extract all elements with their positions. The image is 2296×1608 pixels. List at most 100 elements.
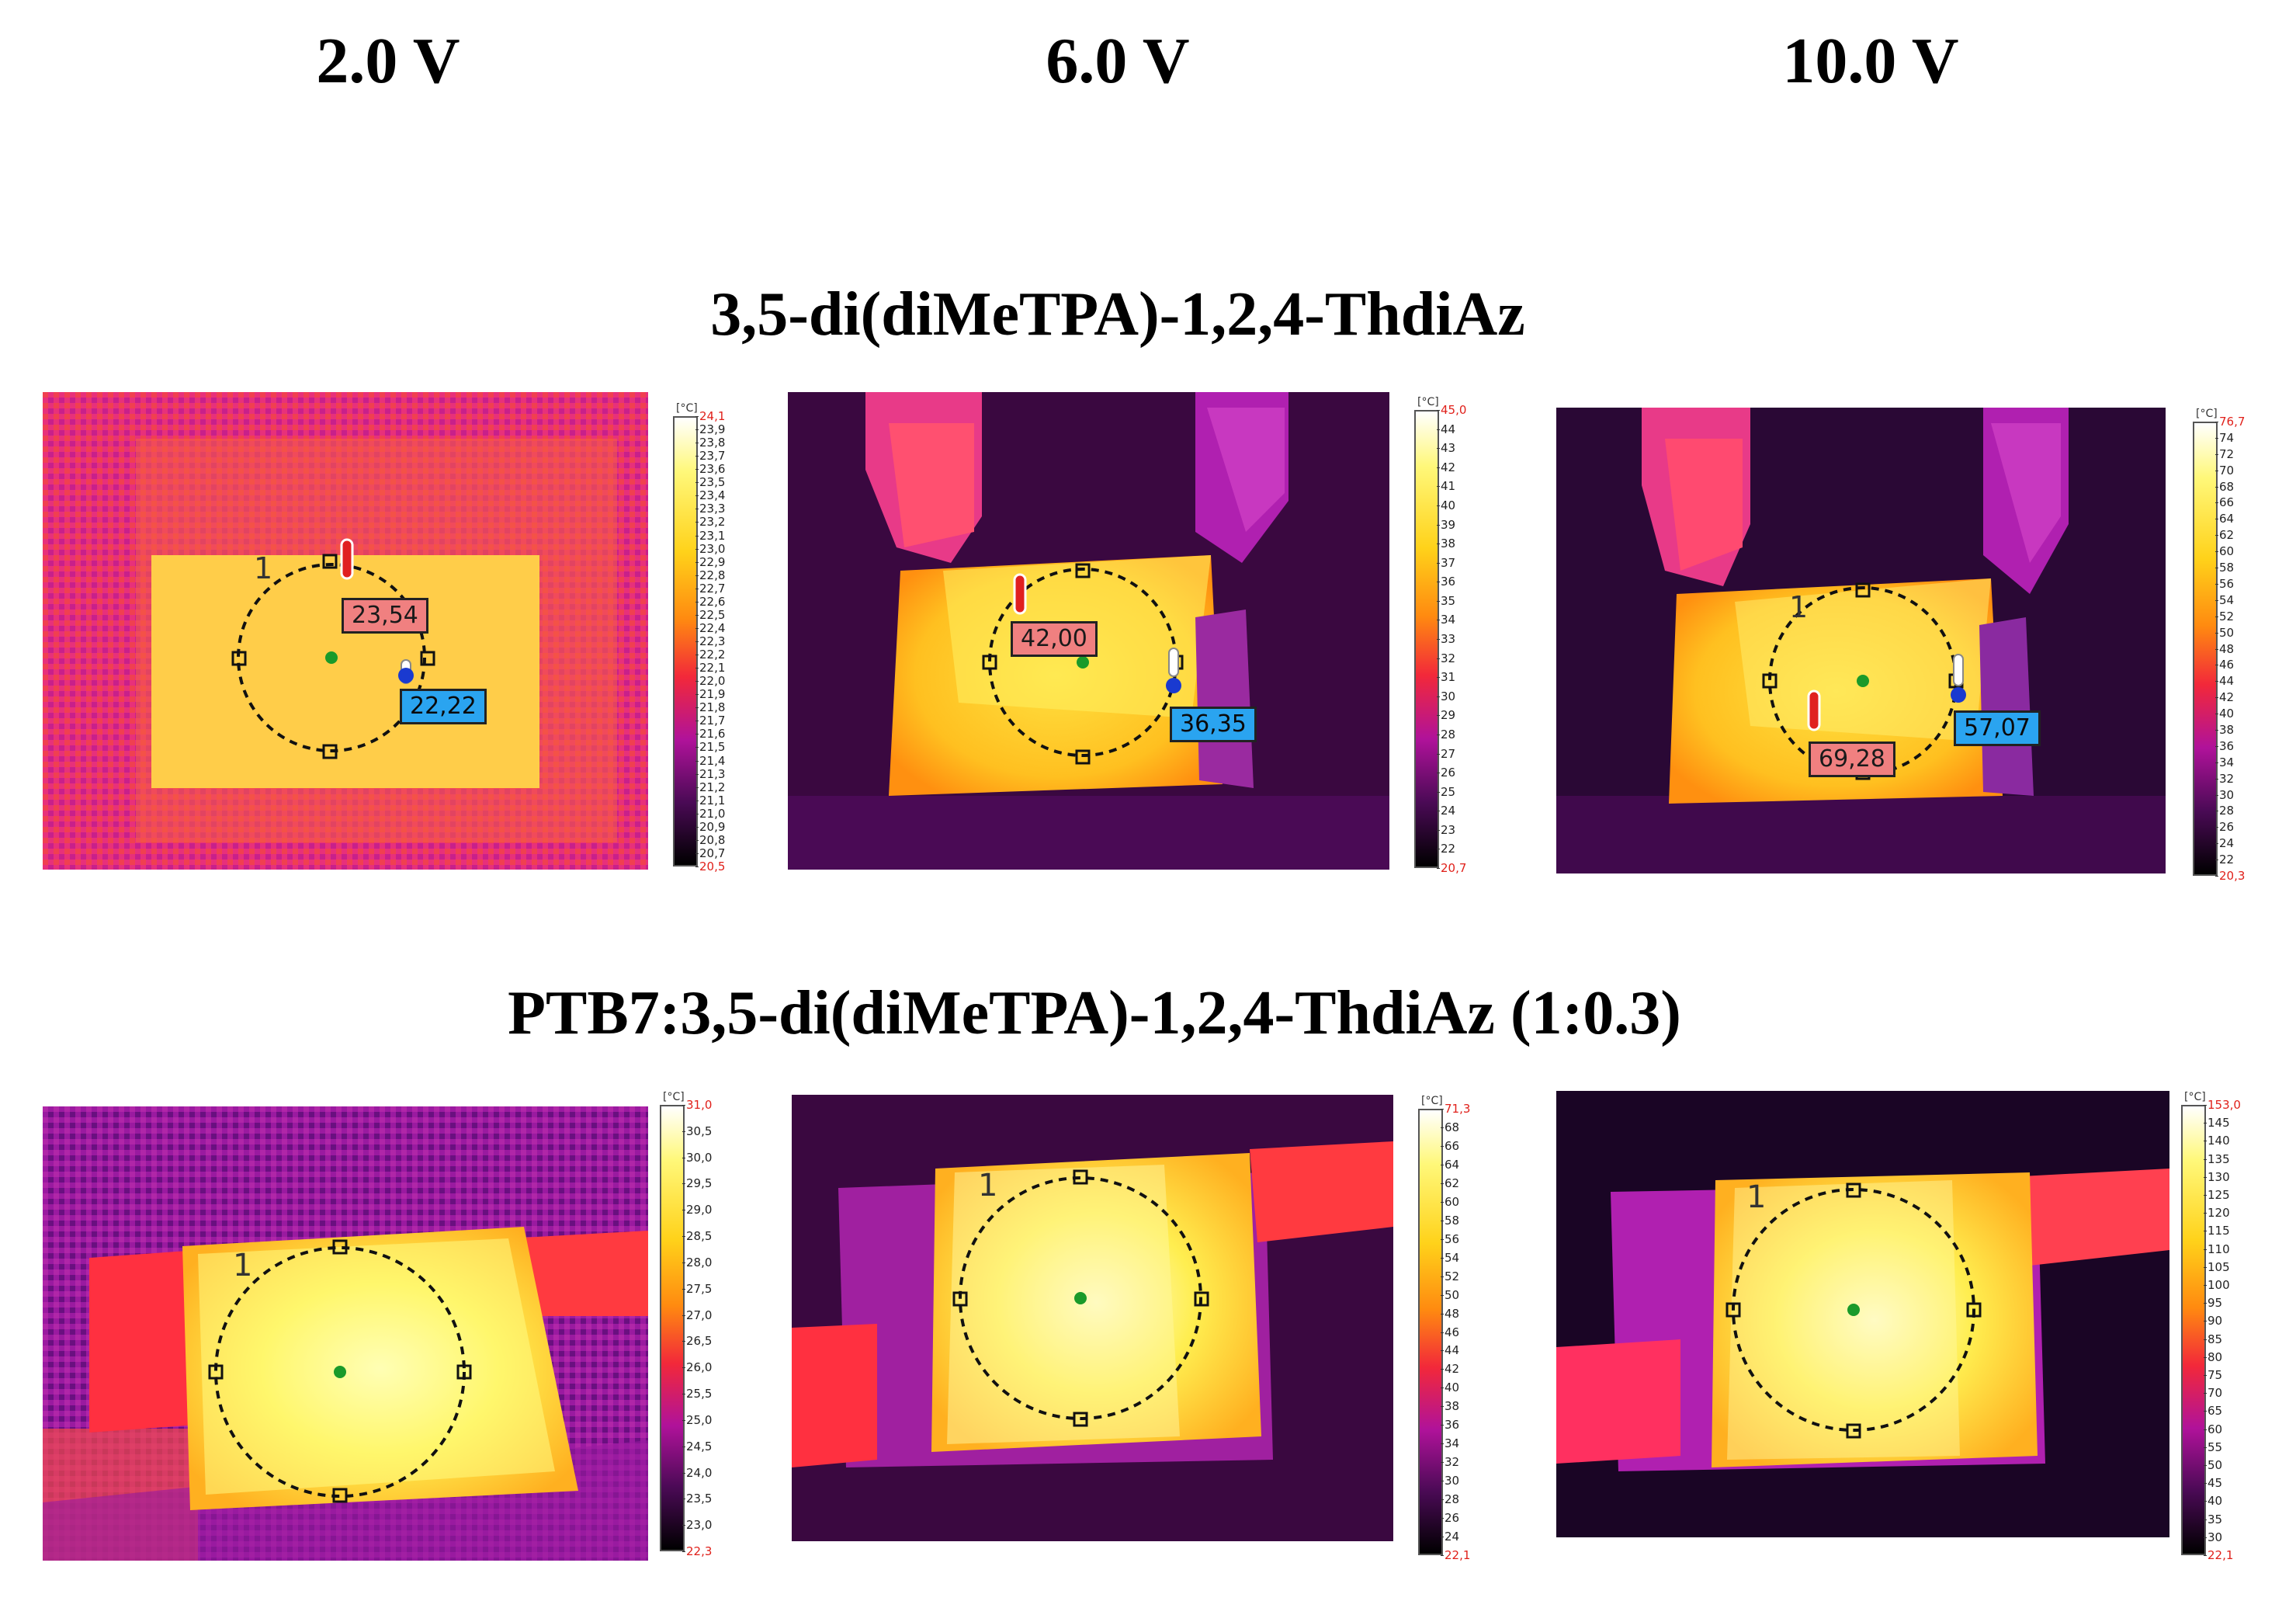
color-scale-pure-10v: [°C] 76,7 74 72 70 68 66 64 62 60 58 56 54 52 50 48 46 4…	[2193, 408, 2259, 885]
scale-tickmark	[1441, 1462, 1444, 1464]
scale-tick-label: 23,6	[699, 462, 726, 477]
scale-tick-label: 20,8	[699, 832, 726, 847]
scale-tickmark	[1441, 1183, 1444, 1184]
scale-tick-label: 24	[1445, 1530, 1460, 1544]
scale-tick-label: 36	[2219, 738, 2235, 753]
scale-tick-label: 42	[2219, 690, 2235, 705]
max-temp-label: 69,28	[1809, 741, 1895, 777]
scale-tickmark	[1441, 1238, 1444, 1240]
scale-tick-label: 24,5	[686, 1439, 713, 1453]
scale-tick-label: 24	[2219, 836, 2235, 851]
scale-tick-label: 55	[2208, 1440, 2223, 1454]
scale-tick-label: 44	[1445, 1343, 1460, 1358]
scale-tickmark	[695, 522, 699, 523]
scale-tickmark	[1441, 1332, 1444, 1333]
scale-tick-label: 23,0	[686, 1518, 713, 1533]
scale-tick-label: 32	[2219, 771, 2235, 786]
svg-text:1: 1	[1746, 1179, 1766, 1215]
scale-tick-label: 21,2	[699, 780, 726, 794]
scale-tickmark	[2215, 616, 2218, 617]
scale-tick-label: 26,5	[686, 1334, 713, 1349]
scale-tickmark	[1441, 1555, 1444, 1556]
scale-unit: [°C]	[1421, 1095, 1443, 1107]
scale-tick-label: 23,7	[699, 449, 726, 464]
scale-tickmark	[2204, 1555, 2207, 1556]
scale-tick-label: 30	[2208, 1530, 2223, 1544]
scale-tickmark	[1437, 562, 1440, 564]
scale-tick-label: 48	[1445, 1306, 1460, 1321]
scale-tick-label: 29	[1441, 708, 1456, 723]
scale-tickmark	[2215, 843, 2218, 845]
scale-tickmark	[695, 495, 699, 497]
scale-tickmark	[1441, 1201, 1444, 1203]
scale-tick-label: 23,4	[699, 488, 726, 503]
scale-tick-label: 23,8	[699, 436, 726, 450]
scale-tick-label: 29,5	[686, 1176, 713, 1191]
scale-tickmark	[2215, 681, 2218, 682]
scale-tick-label: 22	[1441, 842, 1456, 856]
scale-tickmark	[2215, 648, 2218, 650]
scale-tickmark	[1441, 1425, 1444, 1426]
scale-tickmark	[1437, 486, 1440, 488]
scale-tickmark	[1437, 467, 1440, 468]
scale-tick-label: 38	[1441, 537, 1456, 551]
scale-tickmark	[2204, 1158, 2207, 1160]
scale-tickmark	[695, 694, 699, 696]
scale-tickmark	[695, 561, 699, 563]
scale-tick-label: 21,7	[699, 714, 726, 728]
scale-tick-label: 46	[2219, 658, 2235, 672]
scale-tickmark	[2215, 437, 2218, 439]
scale-tick-label: 36	[1441, 575, 1456, 589]
scale-tick-label: 50	[2219, 625, 2235, 640]
scale-tickmark	[2215, 551, 2218, 553]
scale-tickmark	[2215, 745, 2218, 747]
scale-tickmark	[695, 482, 699, 484]
scale-tickmark	[682, 1551, 685, 1552]
scale-tickmark	[2215, 729, 2218, 731]
min-temp-label: 57,07	[1954, 710, 2041, 746]
scale-max-label: 31,0	[686, 1098, 713, 1112]
scale-tick-label: 62	[2219, 528, 2235, 543]
scale-tick-label: 28,5	[686, 1229, 713, 1244]
scale-tick-label: 30	[2219, 787, 2235, 802]
scale-tickmark	[2204, 1519, 2207, 1520]
scale-tick-label: 30,5	[686, 1124, 713, 1138]
scale-tick-label: 21,4	[699, 753, 726, 768]
voltage-header-2v: 2.0 V	[316, 25, 460, 97]
scale-tick-label: 23,0	[699, 541, 726, 556]
scale-tick-label: 27	[1441, 746, 1456, 761]
scale-tickmark	[2204, 1356, 2207, 1358]
scale-tickmark	[682, 1262, 685, 1263]
scale-tickmark	[1437, 715, 1440, 717]
scale-tick-label: 64	[2219, 512, 2235, 526]
scale-tick-label: 66	[2219, 495, 2235, 510]
scale-tick-label: 26	[1441, 766, 1456, 780]
scale-tick-label: 30,0	[686, 1150, 713, 1165]
scale-tick-label: 110	[2208, 1242, 2230, 1256]
scale-tickmark	[2204, 1176, 2207, 1178]
scale-unit: [°C]	[663, 1091, 685, 1103]
scale-tickmark	[1441, 1499, 1444, 1501]
scale-tick-label: 22,5	[699, 607, 726, 622]
scale-tick-label: 22,3	[699, 634, 726, 648]
scale-tick-label: 35	[2208, 1512, 2223, 1526]
scale-tick-label: 52	[1445, 1269, 1460, 1283]
scale-tickmark	[1437, 696, 1440, 697]
scale-unit: [°C]	[1417, 396, 1439, 408]
scale-tickmark	[2215, 827, 2218, 828]
scale-tickmark	[1441, 1443, 1444, 1445]
scale-tick-label: 33	[1441, 632, 1456, 646]
scale-min-label: 22,1	[1445, 1548, 1471, 1562]
scale-min-label: 20,3	[2219, 869, 2246, 883]
scale-tick-label: 40	[2219, 707, 2235, 721]
scale-tickmark	[695, 747, 699, 748]
scale-tick-label: 22	[2219, 853, 2235, 867]
scale-tickmark	[695, 429, 699, 431]
color-scale-blend-10v: [°C] 153,0 145 140 135 130 125 120 115 110 105 100…	[2181, 1091, 2247, 1565]
scale-tickmark	[2204, 1266, 2207, 1268]
thermal-image-pure-10v: 1 69,28 57,07	[1556, 408, 2166, 873]
scale-tick-label: 75	[2208, 1368, 2223, 1382]
thermal-image-blend-10v: 1	[1556, 1091, 2169, 1537]
scale-tickmark	[695, 668, 699, 669]
scale-tick-label: 68	[1445, 1120, 1460, 1134]
